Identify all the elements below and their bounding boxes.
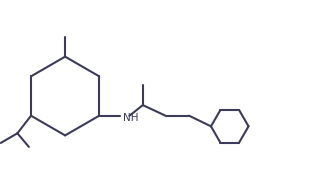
- Text: NH: NH: [122, 113, 138, 124]
